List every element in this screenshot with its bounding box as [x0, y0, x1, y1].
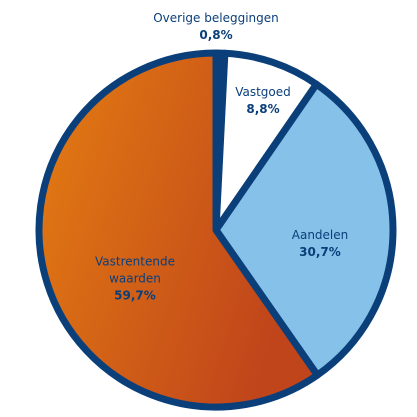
category-name: Aandelen [291, 228, 349, 242]
value-label: 0,8% [199, 28, 233, 42]
slice-label: Vastgoed 8,8% [228, 84, 298, 118]
value-label: 30,7% [299, 245, 341, 259]
pie-slice [35, 49, 321, 411]
slice-label: Aandelen 30,7% [275, 227, 365, 261]
value-label: 59,7% [114, 288, 156, 303]
slice-label: Vastrentende waarden 59,7% [85, 254, 185, 305]
category-name: Vastrentende waarden [95, 254, 175, 286]
slice-label: Overige beleggingen 0,8% [116, 10, 316, 44]
category-name: Overige beleggingen [153, 11, 279, 25]
category-name: Vastgoed [235, 85, 291, 99]
value-label: 8,8% [246, 102, 280, 116]
pie-slice [212, 80, 397, 379]
